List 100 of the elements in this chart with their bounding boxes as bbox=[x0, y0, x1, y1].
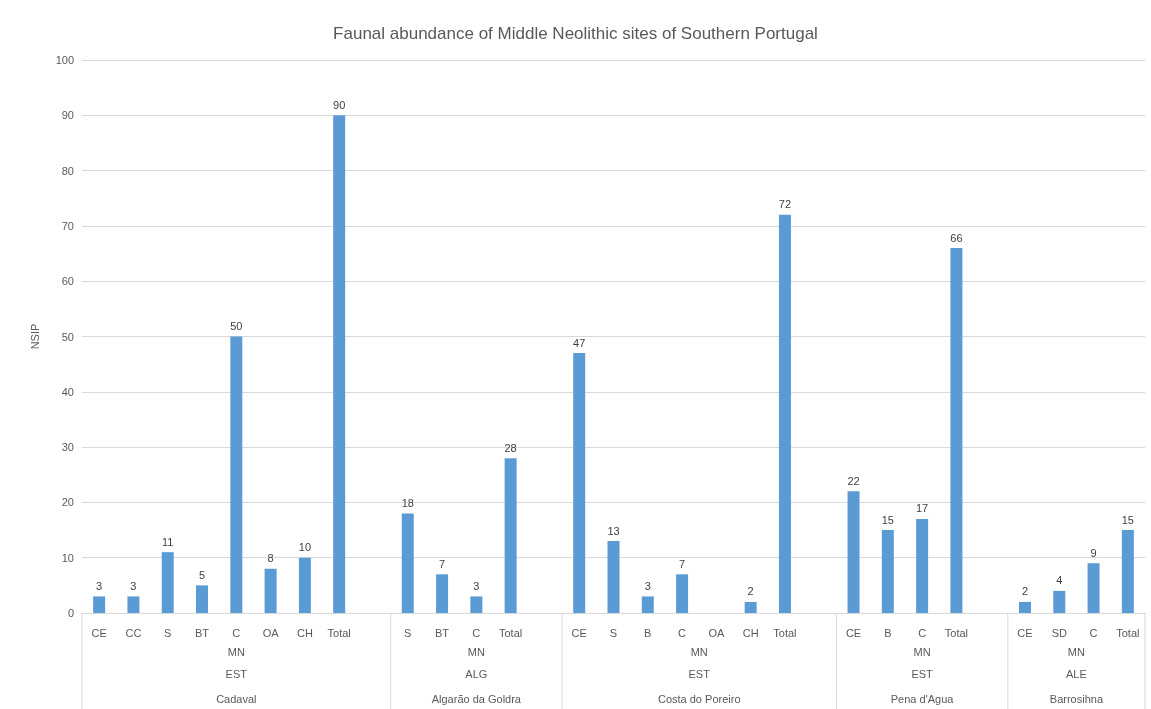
y-axis-title: NSIP bbox=[28, 323, 41, 350]
bar bbox=[881, 530, 894, 613]
text: MN bbox=[467, 646, 485, 658]
data-label: 72 bbox=[778, 198, 792, 211]
bar bbox=[847, 491, 860, 613]
bar bbox=[950, 248, 963, 613]
bar bbox=[230, 336, 243, 613]
y-tick-label: 80 bbox=[61, 164, 74, 177]
bar bbox=[744, 601, 757, 613]
y-tick-label: 100 bbox=[55, 54, 74, 66]
text: MN bbox=[1067, 646, 1086, 658]
bar bbox=[436, 574, 449, 613]
y-tick-label: 70 bbox=[61, 219, 74, 232]
data-label: 13 bbox=[607, 524, 620, 537]
x-tick-label: C bbox=[472, 626, 481, 639]
data-label: 3 bbox=[644, 579, 651, 592]
x-tick-label: C bbox=[1089, 626, 1098, 639]
data-label: 66 bbox=[950, 231, 963, 244]
text: Barrosihna bbox=[1049, 693, 1104, 705]
y-tick-label: 40 bbox=[61, 385, 74, 398]
bar bbox=[1121, 530, 1134, 613]
text: MN bbox=[227, 646, 245, 658]
y-tick-label: 30 bbox=[61, 441, 74, 454]
x-tick-label: OA bbox=[708, 626, 725, 639]
data-label: 8 bbox=[267, 552, 274, 565]
bar bbox=[161, 552, 174, 613]
bar bbox=[676, 574, 689, 613]
x-tick-label: CH bbox=[742, 626, 759, 639]
data-label: 9 bbox=[1090, 546, 1097, 559]
data-label: 2 bbox=[1021, 585, 1029, 598]
x-tick-label: Total bbox=[944, 626, 969, 639]
bar bbox=[401, 513, 414, 613]
text: EST bbox=[225, 668, 248, 680]
bar bbox=[333, 115, 346, 613]
x-tick-label: SD bbox=[1051, 626, 1067, 639]
bar bbox=[1053, 590, 1066, 613]
text: Cadaval bbox=[216, 693, 257, 705]
x-tick-label: S bbox=[164, 626, 172, 639]
data-label: 22 bbox=[847, 474, 860, 487]
text: EST bbox=[911, 668, 934, 680]
data-label: 4 bbox=[1056, 574, 1063, 587]
bar bbox=[1018, 601, 1031, 613]
data-label: 3 bbox=[96, 579, 103, 592]
data-label: 3 bbox=[130, 579, 137, 592]
y-tick-label: 90 bbox=[61, 109, 74, 122]
bar bbox=[196, 585, 209, 613]
text: Pena d'Agua bbox=[890, 693, 955, 705]
bar bbox=[127, 596, 140, 613]
bar bbox=[573, 353, 586, 613]
x-tick-label: BT bbox=[194, 626, 210, 639]
data-label: 7 bbox=[438, 557, 446, 570]
text: EST bbox=[688, 668, 711, 680]
data-label: 10 bbox=[298, 541, 312, 554]
data-label: 15 bbox=[1121, 513, 1134, 526]
data-label: 2 bbox=[747, 585, 754, 598]
x-tick-label: CE bbox=[571, 626, 587, 639]
x-tick-label: CC bbox=[125, 626, 142, 639]
x-tick-label: C bbox=[918, 626, 927, 639]
x-tick-label: CE bbox=[91, 626, 107, 639]
data-label: 7 bbox=[679, 557, 686, 570]
bar bbox=[1087, 563, 1100, 613]
x-tick-label: S bbox=[609, 626, 618, 639]
y-tick-label: 50 bbox=[61, 330, 74, 343]
x-tick-label: CE bbox=[845, 626, 862, 639]
y-tick-label: 20 bbox=[61, 496, 74, 509]
text: Algarão da Goldra bbox=[431, 693, 522, 705]
data-label: 15 bbox=[881, 513, 894, 526]
y-tick-label: 60 bbox=[61, 275, 74, 288]
y-tick-label: 0 bbox=[67, 607, 74, 619]
data-label: 18 bbox=[401, 496, 414, 509]
bar bbox=[916, 518, 929, 613]
text: MN bbox=[690, 646, 708, 658]
chart-title: Faunal abundance of Middle Neolithic sites of Southern Portugal bbox=[333, 24, 818, 43]
bar bbox=[641, 596, 654, 613]
x-tick-label: Total bbox=[773, 626, 797, 639]
text: ALG bbox=[465, 668, 488, 680]
bar bbox=[298, 557, 311, 613]
bar bbox=[470, 596, 483, 613]
x-tick-label: S bbox=[404, 626, 412, 639]
x-tick-label: C bbox=[232, 626, 241, 639]
y-tick-label: 10 bbox=[61, 551, 74, 564]
bar bbox=[264, 568, 277, 613]
data-label: 3 bbox=[473, 579, 480, 592]
x-tick-label: BT bbox=[435, 626, 450, 639]
x-tick-label: OA bbox=[262, 626, 280, 639]
text: MN bbox=[913, 646, 931, 658]
bar bbox=[607, 541, 620, 613]
data-label: 28 bbox=[504, 441, 517, 454]
text: ALE bbox=[1066, 668, 1087, 680]
data-label: 17 bbox=[915, 502, 929, 515]
x-tick-label: Total bbox=[499, 626, 523, 639]
x-tick-label: C bbox=[678, 626, 687, 639]
text: Costa do Poreiro bbox=[657, 693, 741, 705]
bar bbox=[93, 596, 106, 613]
data-label: 11 bbox=[162, 535, 174, 548]
data-label: 90 bbox=[333, 98, 346, 111]
x-tick-label: B bbox=[644, 626, 652, 639]
data-label: 47 bbox=[573, 336, 586, 349]
x-tick-label: Total bbox=[327, 626, 351, 639]
bar bbox=[504, 458, 517, 613]
